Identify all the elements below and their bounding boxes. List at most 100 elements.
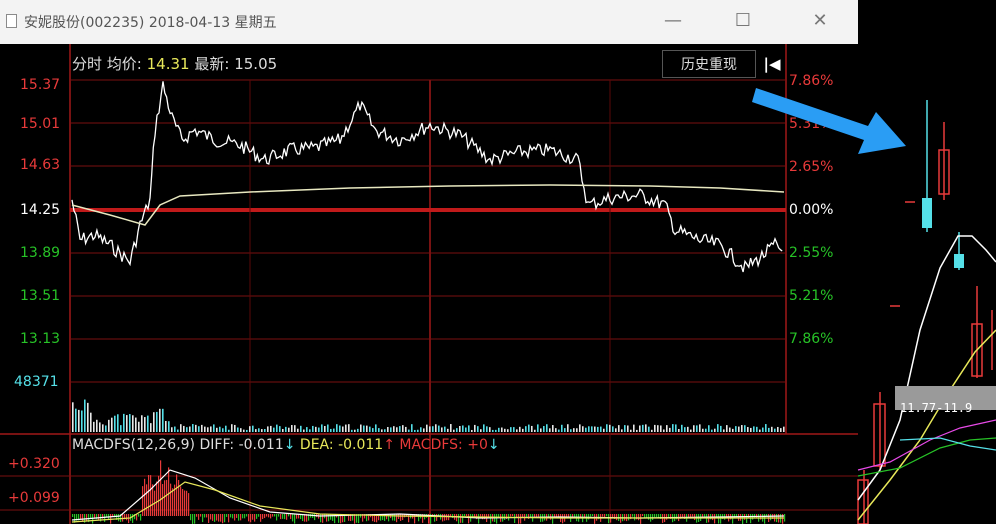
- volume-bar: [750, 427, 752, 432]
- macd-bar: [604, 514, 606, 518]
- macd-bar: [520, 514, 522, 524]
- maximize-button[interactable]: ☐: [734, 10, 752, 31]
- volume-bar: [771, 426, 773, 432]
- macd-bar: [530, 514, 532, 518]
- macd-bar: [202, 514, 204, 523]
- macd-bar: [158, 475, 160, 516]
- dea-value: -0.011: [338, 437, 384, 453]
- macd-bar: [352, 514, 354, 521]
- volume-bar: [603, 428, 605, 432]
- arrow-left-bar-icon[interactable]: |◀: [763, 55, 781, 73]
- macd-bar: [300, 514, 302, 520]
- volume-bar: [600, 426, 602, 432]
- volume-bar: [714, 428, 716, 432]
- macd-bar: [210, 514, 212, 520]
- macd-bar: [186, 490, 188, 516]
- macd-bar: [512, 514, 514, 517]
- macd-bar: [246, 514, 248, 517]
- volume-bar: [648, 426, 650, 432]
- macd-bar: [554, 514, 556, 518]
- volume-bar: [675, 424, 677, 432]
- diff-label: DIFF:: [199, 437, 235, 453]
- macd-bar: [332, 514, 334, 521]
- volume-bar: [606, 424, 608, 432]
- macd-bar: [76, 514, 78, 521]
- volume-bar: [486, 426, 488, 432]
- volume-bar: [117, 414, 119, 432]
- macd-bar: [214, 514, 216, 522]
- volume-bar: [213, 424, 215, 432]
- macd-bar: [220, 514, 222, 522]
- macd-bar: [612, 514, 614, 518]
- volume-bar: [138, 421, 140, 432]
- volume-bar: [663, 429, 665, 432]
- macd-bar: [206, 514, 208, 518]
- macd-bar: [180, 486, 182, 516]
- volume-bar: [519, 426, 521, 432]
- macd-bar: [608, 514, 610, 524]
- volume-bar: [687, 426, 689, 432]
- volume-bar: [357, 428, 359, 432]
- macd-bar: [264, 514, 266, 519]
- macd-bar: [630, 514, 632, 520]
- volume-bar: [432, 426, 434, 432]
- volume-bar: [162, 408, 164, 432]
- volume-bar: [237, 427, 239, 432]
- macd-bar: [452, 514, 454, 518]
- macd-bar: [640, 514, 642, 524]
- close-button[interactable]: ✕: [812, 10, 828, 31]
- macd-bar: [588, 514, 590, 520]
- macd-bar: [330, 514, 332, 520]
- macd-bar: [764, 514, 766, 524]
- price-tick: 13.51: [20, 288, 61, 304]
- macd-bar: [204, 514, 206, 518]
- macd-bar: [580, 514, 582, 518]
- volume-bar: [624, 425, 626, 432]
- macd-bar: [188, 493, 190, 516]
- macd-bar: [660, 514, 662, 519]
- volume-bar: [657, 425, 659, 432]
- macd-bar: [474, 514, 476, 518]
- volume-bar: [333, 428, 335, 432]
- volume-bar: [693, 425, 695, 432]
- macd-bar: [602, 514, 604, 517]
- macd-bar: [616, 514, 618, 521]
- volume-bar: [360, 424, 362, 432]
- macd-bar: [166, 479, 168, 516]
- volume-bar: [264, 429, 266, 432]
- macd-bar: [228, 514, 230, 523]
- history-replay-button[interactable]: 历史重现: [662, 50, 756, 78]
- diff-arrow-icon: ↓: [283, 437, 296, 453]
- macd-bar: [720, 514, 722, 524]
- macd-bar: [740, 514, 742, 521]
- volume-bar: [618, 425, 620, 432]
- minimize-button[interactable]: —: [664, 10, 682, 31]
- macd-bar: [162, 484, 164, 516]
- macd-bar: [306, 514, 308, 522]
- pct-tick: 7.86%: [789, 73, 834, 89]
- macd-bar: [82, 514, 84, 521]
- price-line: [71, 81, 783, 273]
- macd-bar: [592, 514, 594, 517]
- macd-bar: [192, 514, 194, 524]
- volume-bar: [399, 426, 401, 432]
- macd-bar: [164, 480, 166, 516]
- macd-bar: [134, 514, 136, 520]
- macd-bar: [174, 484, 176, 516]
- macdfs-value: +0: [467, 437, 488, 453]
- macd-bar: [182, 489, 184, 516]
- volume-bar: [204, 426, 206, 432]
- macd-bar: [272, 514, 274, 517]
- macd-bar: [704, 514, 706, 517]
- chart-grid: [0, 44, 858, 524]
- macd-bar: [364, 514, 366, 519]
- volume-bar: [633, 424, 635, 432]
- volume-bar: [699, 424, 701, 432]
- volume-bar: [684, 427, 686, 432]
- volume-bar: [510, 427, 512, 432]
- volume-bar: [531, 425, 533, 432]
- macd-bar: [428, 514, 430, 524]
- macd-histogram: [72, 460, 786, 524]
- volume-bar: [762, 427, 764, 432]
- volume-bar: [147, 415, 149, 432]
